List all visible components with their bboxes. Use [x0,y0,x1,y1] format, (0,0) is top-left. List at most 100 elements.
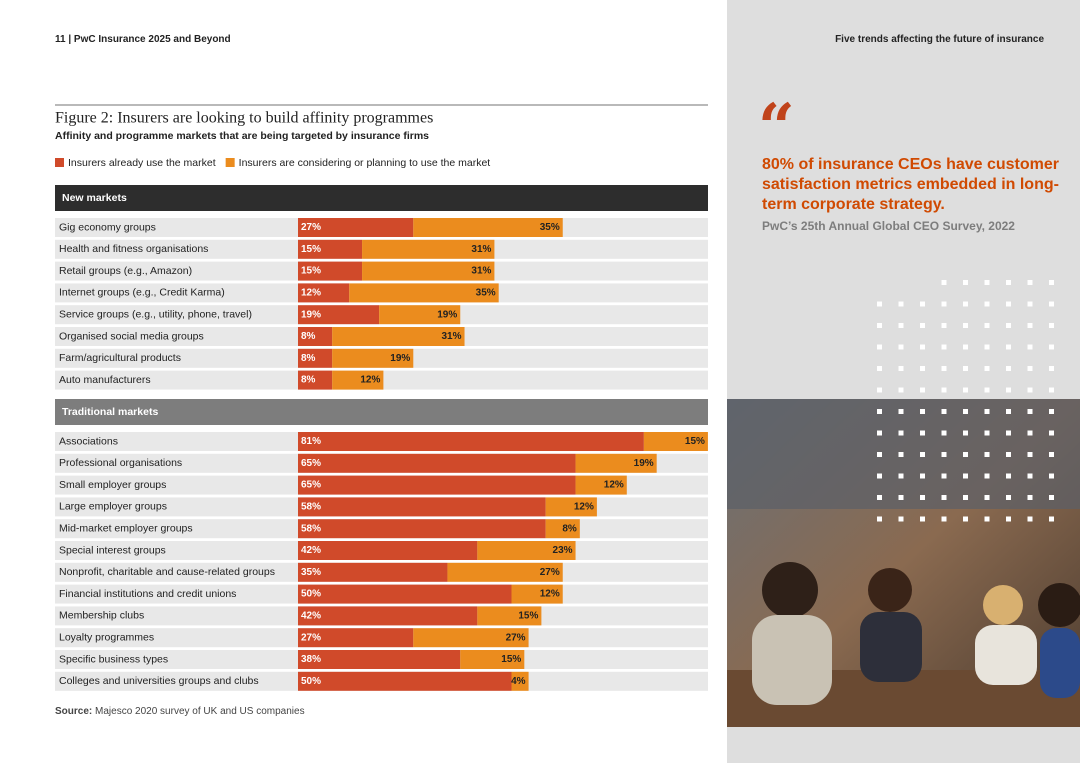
value-label: 27% [506,632,526,643]
dot [920,366,925,371]
section-header [55,399,708,425]
dot [920,323,925,328]
dot [1027,516,1033,522]
category-label: Mid-market employer groups [59,522,193,534]
section-label: Traditional markets [62,406,158,418]
dot [941,409,947,414]
bar-segment [545,497,597,517]
dot [1049,323,1054,328]
dot [1027,409,1033,414]
bar-segment [298,650,461,669]
dot [1006,366,1011,371]
dot [1006,344,1011,350]
value-label: 42% [301,611,321,622]
bar-segment [643,432,708,451]
dot [1006,452,1011,457]
legend-label: Insurers are considering or planning to … [239,157,491,169]
bar-segment [332,370,384,390]
dot [877,516,882,522]
dot [877,473,882,479]
dot [877,366,882,371]
dot [941,452,947,457]
dot [1027,387,1033,393]
value-label: 35% [476,288,496,299]
bar-segment [511,671,529,691]
bar-segment [298,475,576,495]
dot [898,516,904,522]
section-label: New markets [62,192,127,204]
value-label: 35% [301,567,321,578]
value-label: 8% [301,331,316,342]
value-label: 12% [360,375,380,386]
value-label: 35% [540,222,560,233]
source: Source: Majesco 2020 survey of UK and US… [55,706,305,717]
category-label: Specific business types [59,653,168,665]
dot [941,280,947,285]
dot [1049,516,1054,522]
dot [984,387,990,393]
dot [1006,409,1011,414]
dot [1049,430,1054,436]
dot [1049,409,1054,414]
dot [941,301,947,307]
value-label: 8% [562,523,577,534]
page-header: 11 | PwC Insurance 2025 and Beyond [55,34,231,45]
value-label: 58% [301,502,321,513]
dot [941,387,947,393]
value-label: 19% [301,309,321,320]
dot [1006,301,1011,307]
value-label: 50% [301,676,321,687]
category-label: Associations [59,435,118,447]
bar-segment [298,370,333,390]
category-label: Professional organisations [59,457,182,469]
value-label: 65% [301,458,321,469]
value-label: 15% [685,436,705,447]
dot [1006,280,1011,285]
dot [963,430,968,436]
value-label: 42% [301,545,321,556]
bar-segment [545,519,580,539]
bar-segment [298,628,414,648]
category-label: Special interest groups [59,544,166,556]
value-label: 15% [518,611,538,622]
dot [941,516,947,522]
dot [877,344,882,350]
dot [1006,495,1011,500]
bar-segment [413,628,529,648]
dot [941,344,947,350]
value-label: 19% [634,458,654,469]
category-label: Financial institutions and credit unions [59,588,236,600]
category-label: Health and fitness organisations [59,243,208,255]
dot [877,430,882,436]
value-label: 31% [471,244,491,255]
dot [963,409,968,414]
dot-pattern [877,280,1054,522]
bar-segment [298,327,333,346]
chart-subtitle: Affinity and programme markets that are … [55,130,429,142]
value-label: 65% [301,480,321,491]
value-label: 50% [301,589,321,600]
dot [920,387,925,393]
value-label: 81% [301,436,321,447]
dot [1027,452,1033,457]
bar-segment [413,218,563,237]
dot [877,409,882,414]
dot [1027,495,1033,500]
dot [941,323,947,328]
dot [898,301,904,307]
quote-text: 80% of insurance CEOs have customer sati… [762,156,1059,213]
value-label: 38% [301,654,321,665]
dot [920,495,925,500]
dot [1049,387,1054,393]
bar-segment [298,305,380,325]
dot [920,409,925,414]
dot [898,344,904,350]
bar-segment [362,261,495,281]
dot [1006,516,1011,522]
value-label: 31% [442,331,462,342]
legend-swatch [225,158,235,167]
dot [984,516,990,522]
bar-segment [298,261,363,281]
dot [898,366,904,371]
